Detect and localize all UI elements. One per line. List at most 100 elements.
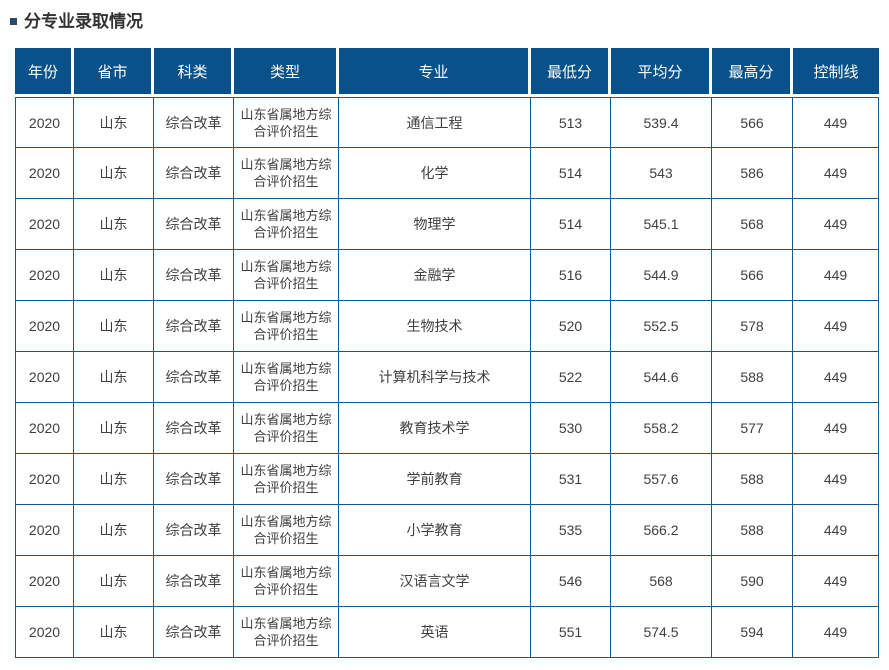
cell-max-score: 577 [712,403,793,454]
header-province: 省市 [74,48,154,97]
cell-province: 山东 [74,199,154,250]
table-row: 2020 山东 综合改革 山东省属地方综合评价招生 生物技术 520 552.5 578 449 [15,301,879,352]
cell-max-score: 586 [712,148,793,199]
header-control-line: 控制线 [793,48,879,97]
cell-subject-category: 综合改革 [154,148,234,199]
cell-control-line: 449 [793,556,879,607]
cell-avg-score: 539.4 [611,97,712,148]
cell-major: 小学教育 [339,505,531,556]
header-type: 类型 [234,48,339,97]
admission-score-table: 年份 省市 科类 类型 专业 最低分 平均分 最高分 控制线 2020 山东 综合改… [15,48,879,658]
cell-province: 山东 [74,352,154,403]
cell-avg-score: 568 [611,556,712,607]
cell-control-line: 449 [793,403,879,454]
section-title: 分专业录取情况 [10,10,880,33]
cell-year: 2020 [15,97,74,148]
cell-max-score: 566 [712,97,793,148]
cell-province: 山东 [74,148,154,199]
cell-avg-score: 566.2 [611,505,712,556]
cell-major: 汉语言文学 [339,556,531,607]
cell-min-score: 522 [531,352,611,403]
table-row: 2020 山东 综合改革 山东省属地方综合评价招生 通信工程 513 539.4 566 449 [15,97,879,148]
cell-year: 2020 [15,556,74,607]
table-row: 2020 山东 综合改革 山东省属地方综合评价招生 小学教育 535 566.2 588 449 [15,505,879,556]
header-min-score: 最低分 [531,48,611,97]
cell-subject-category: 综合改革 [154,454,234,505]
cell-major: 计算机科学与技术 [339,352,531,403]
cell-type: 山东省属地方综合评价招生 [234,454,339,505]
cell-min-score: 514 [531,199,611,250]
page-title: 分专业录取情况 [24,12,143,31]
cell-year: 2020 [15,301,74,352]
cell-avg-score: 557.6 [611,454,712,505]
cell-control-line: 449 [793,505,879,556]
cell-province: 山东 [74,505,154,556]
cell-min-score: 531 [531,454,611,505]
header-subject-category: 科类 [154,48,234,97]
cell-subject-category: 综合改革 [154,301,234,352]
cell-max-score: 590 [712,556,793,607]
header-avg-score: 平均分 [611,48,712,97]
cell-min-score: 546 [531,556,611,607]
cell-subject-category: 综合改革 [154,199,234,250]
table-body: 2020 山东 综合改革 山东省属地方综合评价招生 通信工程 513 539.4 566 449… [15,97,879,658]
cell-max-score: 566 [712,250,793,301]
cell-province: 山东 [74,97,154,148]
cell-min-score: 513 [531,97,611,148]
cell-year: 2020 [15,352,74,403]
table-row: 2020 山东 综合改革 山东省属地方综合评价招生 物理学 514 545.1 568 449 [15,199,879,250]
cell-major: 化学 [339,148,531,199]
cell-avg-score: 558.2 [611,403,712,454]
cell-major: 英语 [339,607,531,658]
cell-year: 2020 [15,403,74,454]
cell-control-line: 449 [793,97,879,148]
cell-type: 山东省属地方综合评价招生 [234,352,339,403]
cell-type: 山东省属地方综合评价招生 [234,250,339,301]
header-max-score: 最高分 [712,48,793,97]
table-row: 2020 山东 综合改革 山东省属地方综合评价招生 汉语言文学 546 568 590 449 [15,556,879,607]
cell-control-line: 449 [793,250,879,301]
cell-province: 山东 [74,454,154,505]
cell-subject-category: 综合改革 [154,505,234,556]
cell-control-line: 449 [793,148,879,199]
cell-min-score: 551 [531,607,611,658]
cell-min-score: 514 [531,148,611,199]
cell-year: 2020 [15,454,74,505]
cell-major: 金融学 [339,250,531,301]
cell-avg-score: 543 [611,148,712,199]
cell-avg-score: 545.1 [611,199,712,250]
cell-year: 2020 [15,199,74,250]
cell-max-score: 594 [712,607,793,658]
cell-min-score: 535 [531,505,611,556]
cell-type: 山东省属地方综合评价招生 [234,403,339,454]
table-row: 2020 山东 综合改革 山东省属地方综合评价招生 英语 551 574.5 594 449 [15,607,879,658]
cell-province: 山东 [74,403,154,454]
cell-subject-category: 综合改革 [154,607,234,658]
table-row: 2020 山东 综合改革 山东省属地方综合评价招生 学前教育 531 557.6 588 449 [15,454,879,505]
cell-control-line: 449 [793,454,879,505]
cell-type: 山东省属地方综合评价招生 [234,607,339,658]
cell-type: 山东省属地方综合评价招生 [234,148,339,199]
table-header: 年份 省市 科类 类型 专业 最低分 平均分 最高分 控制线 [15,48,879,97]
cell-control-line: 449 [793,199,879,250]
cell-subject-category: 综合改革 [154,352,234,403]
cell-province: 山东 [74,556,154,607]
cell-year: 2020 [15,505,74,556]
table-row: 2020 山东 综合改革 山东省属地方综合评价招生 计算机科学与技术 522 544.6 58… [15,352,879,403]
cell-max-score: 588 [712,505,793,556]
cell-control-line: 449 [793,607,879,658]
cell-major: 教育技术学 [339,403,531,454]
cell-subject-category: 综合改革 [154,250,234,301]
cell-subject-category: 综合改革 [154,556,234,607]
cell-min-score: 520 [531,301,611,352]
square-bullet-icon [10,18,17,25]
cell-year: 2020 [15,148,74,199]
cell-max-score: 588 [712,352,793,403]
cell-max-score: 578 [712,301,793,352]
cell-max-score: 588 [712,454,793,505]
cell-type: 山东省属地方综合评价招生 [234,301,339,352]
cell-type: 山东省属地方综合评价招生 [234,97,339,148]
cell-max-score: 568 [712,199,793,250]
cell-province: 山东 [74,250,154,301]
table-header-row: 年份 省市 科类 类型 专业 最低分 平均分 最高分 控制线 [15,48,879,97]
